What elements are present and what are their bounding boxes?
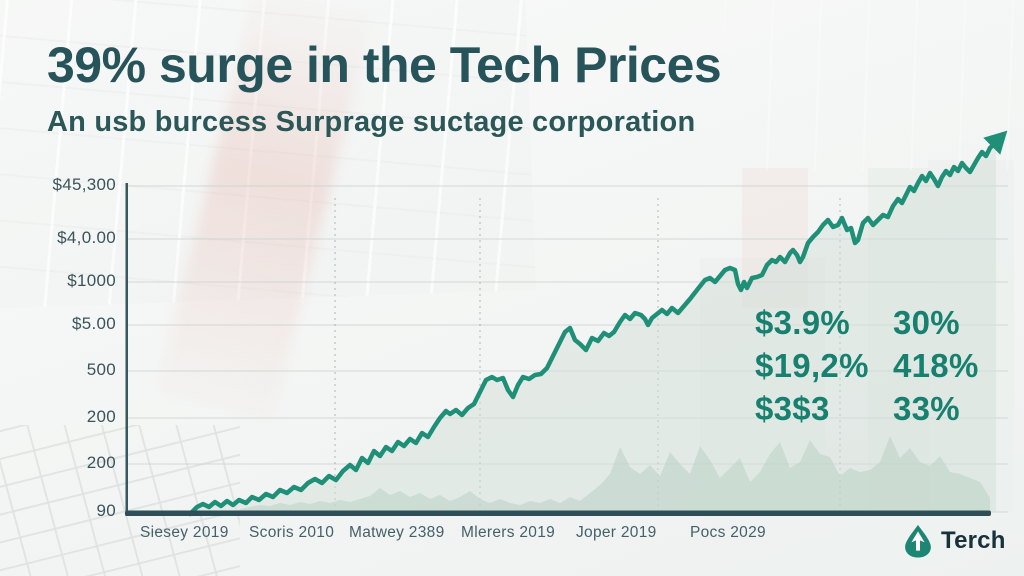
- x-axis-label: Scoris 2010: [249, 524, 335, 541]
- y-axis-label: $4,0.00: [57, 228, 116, 247]
- y-axis-label: $1000: [67, 271, 116, 290]
- stat-value: $3.9%: [755, 304, 851, 341]
- stats-callout: $3.9% 30% $19,2% 418% $3$3 33%: [755, 305, 979, 427]
- stat-value: $3$3: [755, 390, 830, 427]
- page-subtitle: An usb burcess Surprage suctage corporat…: [47, 106, 696, 138]
- page-title: 39% surge in the Tech Prices: [47, 37, 722, 93]
- stat-value: 30%: [893, 304, 960, 341]
- brand-logo: Terch: [902, 524, 1006, 558]
- brand-logo-text: Terch: [941, 527, 1006, 554]
- y-axis-label: $45,300: [52, 175, 116, 194]
- arrow-pin-icon: [905, 524, 931, 558]
- y-axis-label: $5.00: [71, 314, 116, 333]
- background-window-grid: [724, 0, 1024, 170]
- background-floor-tiles: [0, 425, 240, 576]
- y-axis-label: 500: [86, 360, 116, 379]
- stat-value: 418%: [893, 347, 979, 384]
- x-axis-label: Mlerers 2019: [461, 524, 556, 541]
- stat-value: $19,2%: [755, 347, 869, 384]
- y-axis-label: 200: [86, 407, 116, 426]
- x-axis-label: Matwey 2389: [349, 524, 445, 541]
- x-axis-label: Pocs 2029: [690, 524, 766, 541]
- stat-value: 33%: [893, 390, 960, 427]
- y-axis-label: 90: [96, 501, 116, 520]
- y-axis-label: 200: [86, 453, 116, 472]
- x-axis-label: Joper 2019: [576, 524, 657, 541]
- x-axis-label: Siesey 2019: [140, 524, 229, 541]
